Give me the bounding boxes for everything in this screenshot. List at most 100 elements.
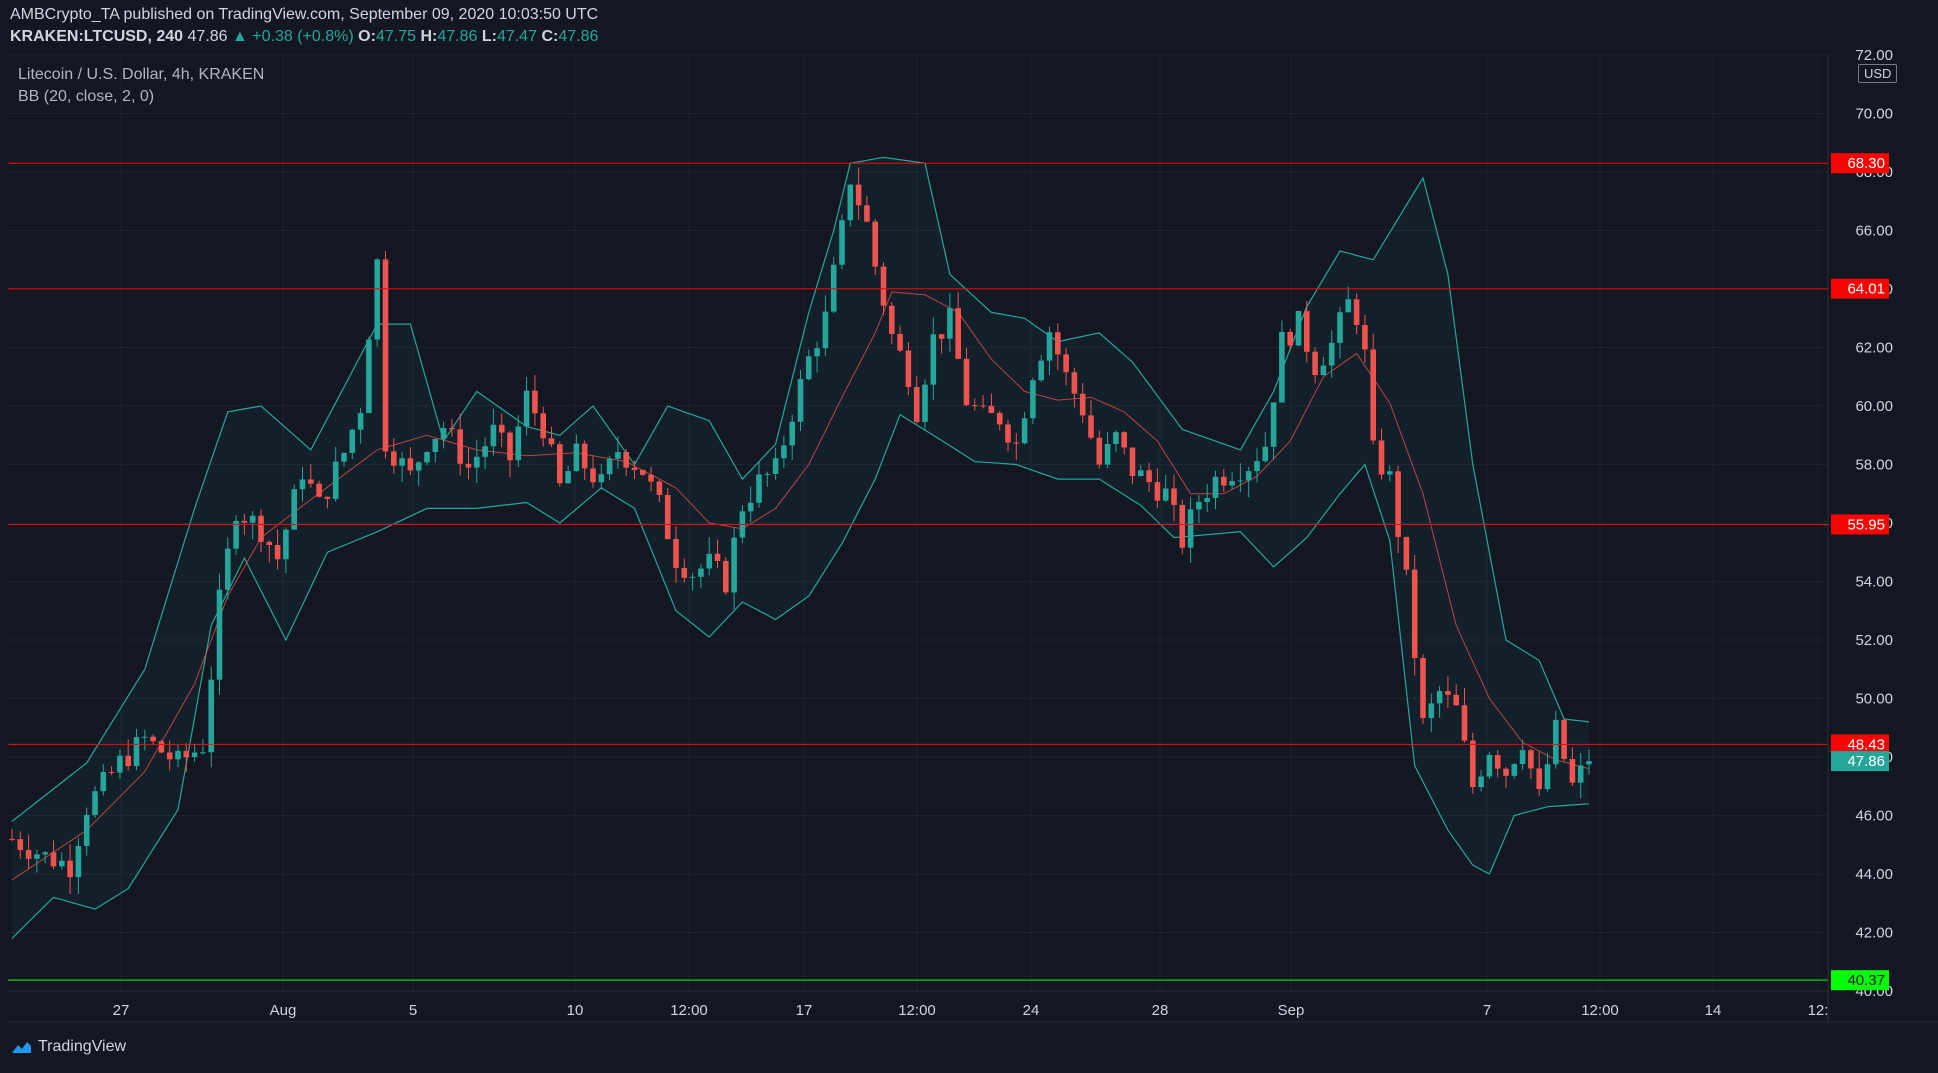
currency-badge[interactable]: USD bbox=[1858, 64, 1898, 83]
candle-body bbox=[988, 405, 995, 413]
candle-body bbox=[108, 772, 115, 774]
candle-body bbox=[1287, 331, 1293, 346]
candle-body bbox=[847, 184, 854, 221]
candle-body bbox=[855, 184, 862, 206]
candle-body bbox=[42, 852, 48, 855]
level-tag-bg bbox=[1831, 514, 1889, 535]
level-tag-text: 68.30 bbox=[1847, 155, 1885, 172]
candle-body bbox=[1254, 461, 1260, 472]
symbol[interactable]: KRAKEN:LTCUSD, 240 bbox=[10, 28, 184, 45]
candle-body bbox=[698, 568, 704, 577]
candle-body bbox=[930, 334, 937, 385]
candle-body bbox=[1187, 509, 1194, 548]
candle-body bbox=[548, 438, 555, 445]
candle-body bbox=[415, 462, 422, 471]
candle-body bbox=[1486, 755, 1493, 777]
candle-body bbox=[83, 814, 90, 846]
level-tag-bg bbox=[1831, 278, 1889, 299]
candle-body bbox=[1262, 446, 1269, 462]
candle-body bbox=[1096, 437, 1103, 465]
candle-body bbox=[515, 426, 522, 461]
instrument-legend[interactable]: Litecoin / U.S. Dollar, 4h, KRAKEN bbox=[18, 66, 265, 83]
candle-body bbox=[1270, 402, 1277, 447]
candle-body bbox=[1212, 476, 1219, 499]
level-tag-bg bbox=[1831, 970, 1889, 991]
candle-body bbox=[1196, 501, 1202, 510]
candle-body bbox=[158, 741, 165, 753]
candle-body bbox=[1245, 471, 1252, 481]
candlestick-series bbox=[9, 167, 1592, 895]
indicator-legend[interactable]: BB (20, close, 2, 0) bbox=[18, 88, 155, 105]
candle-body bbox=[366, 339, 372, 414]
candle-body bbox=[1445, 691, 1451, 695]
last-price-tag-text: 47.86 bbox=[1847, 753, 1885, 770]
candle-body bbox=[540, 413, 546, 439]
published-info: AMBCrypto_TA published on TradingView.co… bbox=[10, 6, 599, 23]
candle-body bbox=[523, 390, 530, 427]
candle-body bbox=[1387, 471, 1393, 475]
candle-body bbox=[175, 750, 181, 760]
candle-body bbox=[922, 384, 928, 422]
candle-body bbox=[1295, 310, 1302, 346]
symbol-info: KRAKEN:LTCUSD, 240 47.86 ▲ +0.38 (+0.8%)… bbox=[10, 28, 598, 46]
candle-body bbox=[581, 443, 588, 469]
y-tick-label: 70.00 bbox=[1855, 106, 1893, 123]
y-tick-label: 52.00 bbox=[1855, 632, 1893, 649]
candle-body bbox=[142, 736, 148, 738]
level-tag-bg bbox=[1831, 153, 1889, 174]
candle-body bbox=[1179, 504, 1186, 548]
candle-body bbox=[357, 413, 364, 430]
candle-body bbox=[183, 750, 190, 758]
candle-body bbox=[1237, 480, 1244, 482]
candle-body bbox=[424, 452, 430, 463]
horizontal-levels bbox=[8, 162, 1828, 981]
candle-body bbox=[349, 429, 356, 453]
y-tick-label: 42.00 bbox=[1855, 925, 1893, 942]
candle-body bbox=[706, 553, 712, 569]
x-tick-label: 24 bbox=[1023, 1002, 1040, 1019]
candle-body bbox=[955, 308, 961, 359]
candle-body bbox=[1494, 755, 1501, 769]
candle-body bbox=[640, 470, 646, 475]
candle-body bbox=[332, 461, 339, 499]
candle-body bbox=[1030, 380, 1036, 419]
candle-body bbox=[432, 438, 439, 453]
candle-body bbox=[532, 390, 538, 414]
candle-body bbox=[905, 350, 912, 387]
y-tick-label: 46.00 bbox=[1855, 808, 1893, 825]
bb-area bbox=[12, 157, 1589, 939]
candle-body bbox=[913, 386, 920, 422]
candle-body bbox=[1171, 488, 1177, 505]
candle-body bbox=[573, 443, 580, 472]
candle-body bbox=[839, 220, 845, 265]
candle-body bbox=[1337, 312, 1343, 343]
close-value: 47.86 bbox=[558, 28, 599, 45]
candle-body bbox=[814, 348, 820, 357]
candle-body bbox=[1544, 764, 1551, 789]
candle-body bbox=[772, 458, 779, 474]
candle-body bbox=[1138, 470, 1144, 477]
tradingview-logo[interactable]: TradingView bbox=[10, 1038, 126, 1056]
candle-body bbox=[1470, 740, 1476, 788]
candle-body bbox=[880, 266, 887, 306]
candle-body bbox=[166, 752, 173, 760]
candle-body bbox=[1129, 447, 1136, 477]
candle-body bbox=[457, 429, 463, 464]
candle-body bbox=[1353, 299, 1360, 326]
candle-body bbox=[1162, 488, 1169, 501]
candle-body bbox=[1146, 470, 1152, 483]
candle-body bbox=[216, 589, 223, 680]
candle-body bbox=[92, 791, 98, 815]
candle-body bbox=[249, 515, 256, 523]
candle-body bbox=[781, 445, 787, 459]
candle-body bbox=[507, 432, 513, 461]
candle-body bbox=[283, 529, 289, 560]
close-label: C: bbox=[541, 28, 559, 45]
candle-body bbox=[1511, 764, 1518, 776]
candle-body bbox=[266, 541, 273, 546]
bb-lower-line bbox=[11, 413, 1590, 939]
candle-body bbox=[1113, 432, 1119, 444]
candle-body bbox=[864, 205, 870, 222]
candle-body bbox=[274, 545, 281, 560]
